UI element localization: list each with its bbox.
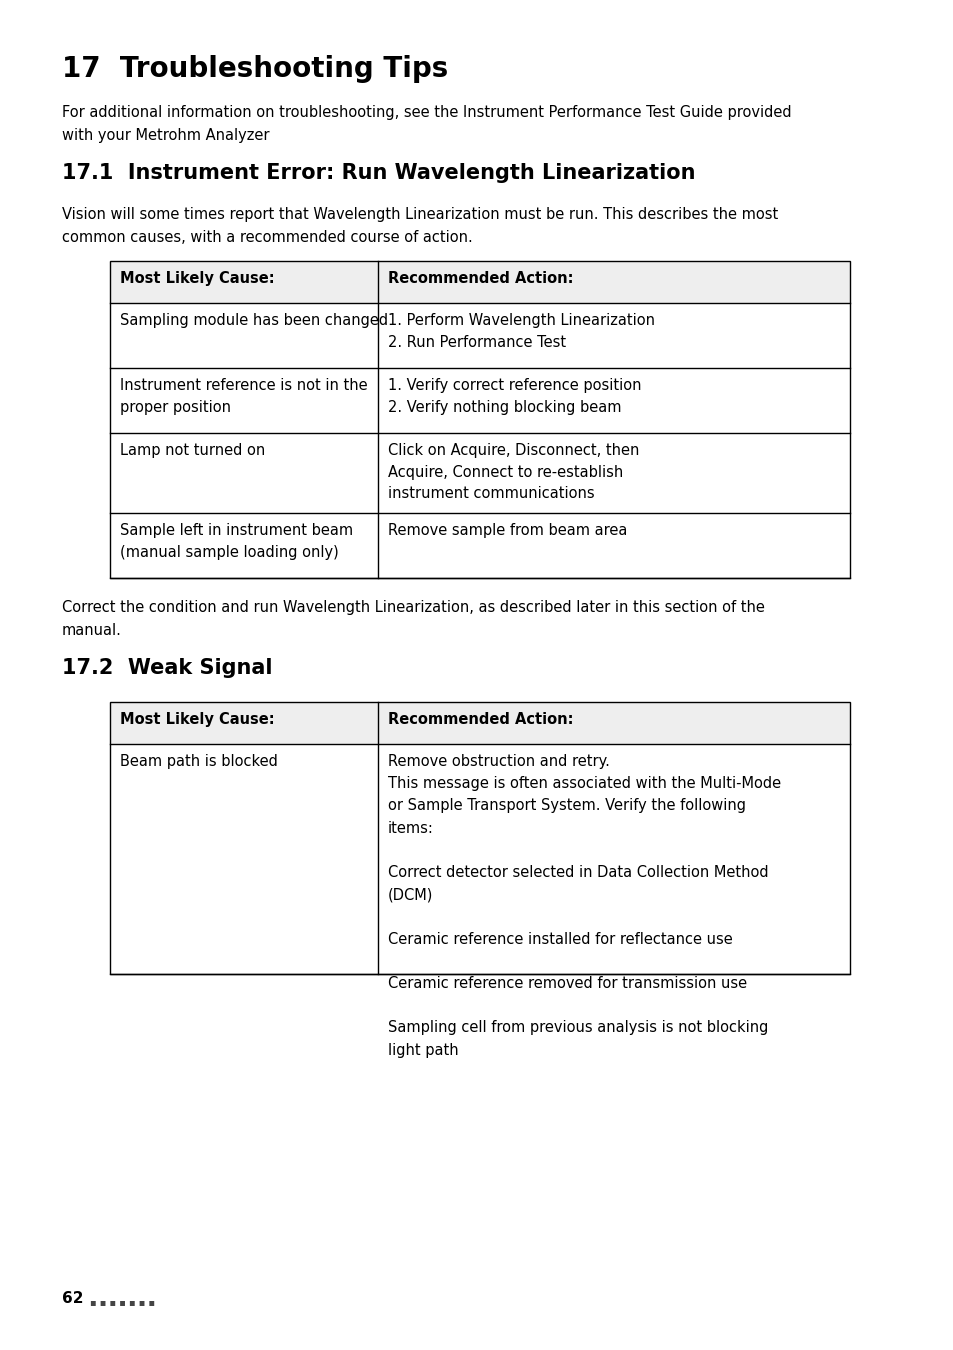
Text: Lamp not turned on: Lamp not turned on [120, 443, 265, 458]
Text: Remove obstruction and retry.
This message is often associated with the Multi-Mo: Remove obstruction and retry. This messa… [388, 755, 781, 1057]
Text: Most Likely Cause:: Most Likely Cause: [120, 711, 274, 728]
Text: Beam path is blocked: Beam path is blocked [120, 755, 277, 770]
Text: 17.2  Weak Signal: 17.2 Weak Signal [62, 657, 273, 678]
Text: Sample left in instrument beam
(manual sample loading only): Sample left in instrument beam (manual s… [120, 522, 353, 560]
Text: 1. Verify correct reference position
2. Verify nothing blocking beam: 1. Verify correct reference position 2. … [388, 378, 640, 414]
Text: 17.1  Instrument Error: Run Wavelength Linearization: 17.1 Instrument Error: Run Wavelength Li… [62, 163, 695, 184]
Text: For additional information on troubleshooting, see the Instrument Performance Te: For additional information on troublesho… [62, 105, 791, 143]
Bar [110, 261, 849, 302]
Bar [110, 702, 849, 973]
Text: ▪ ▪ ▪ ▪ ▪ ▪ ▪: ▪ ▪ ▪ ▪ ▪ ▪ ▪ [90, 1297, 155, 1308]
Text: Correct the condition and run Wavelength Linearization, as described later in th: Correct the condition and run Wavelength… [62, 599, 764, 637]
Text: Click on Acquire, Disconnect, then
Acquire, Connect to re-establish
instrument c: Click on Acquire, Disconnect, then Acqui… [388, 443, 639, 501]
Text: Sampling module has been changed: Sampling module has been changed [120, 313, 388, 328]
Text: Recommended Action:: Recommended Action: [388, 271, 573, 286]
Text: Recommended Action:: Recommended Action: [388, 711, 573, 728]
Text: Vision will some times report that Wavelength Linearization must be run. This de: Vision will some times report that Wavel… [62, 207, 778, 244]
Bar [110, 702, 849, 744]
Text: Remove sample from beam area: Remove sample from beam area [388, 522, 627, 539]
Text: 1. Perform Wavelength Linearization
2. Run Performance Test: 1. Perform Wavelength Linearization 2. R… [388, 313, 655, 350]
Text: 17  Troubleshooting Tips: 17 Troubleshooting Tips [62, 55, 448, 82]
Text: Instrument reference is not in the
proper position: Instrument reference is not in the prope… [120, 378, 367, 414]
Bar [110, 261, 849, 578]
Text: 62: 62 [62, 1291, 84, 1305]
Text: Most Likely Cause:: Most Likely Cause: [120, 271, 274, 286]
